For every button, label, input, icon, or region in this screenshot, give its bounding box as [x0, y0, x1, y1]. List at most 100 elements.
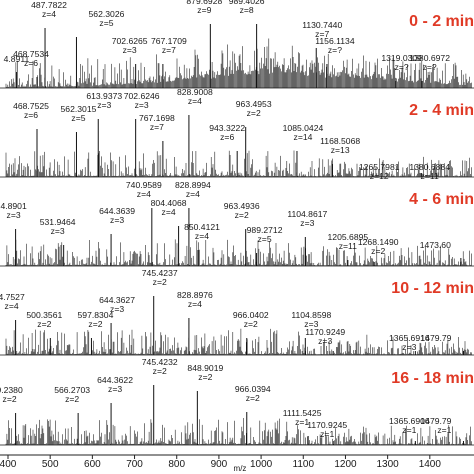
- panel-time-title: 4 - 6 min: [409, 191, 474, 208]
- peak-charge-label: z=1: [402, 425, 416, 435]
- peak-mz-label: 963.4936: [224, 201, 260, 211]
- x-tick-label: 1000: [250, 459, 273, 470]
- spectrum-trace: [5, 418, 472, 445]
- peak-mz-label: 487.7822: [31, 0, 67, 10]
- peak-mz-label: 1365.6916: [389, 333, 430, 343]
- peak-mz-label: 644.3627: [99, 295, 135, 305]
- panel-time-title: 10 - 12 min: [391, 280, 474, 297]
- peak-mz-label: 4.7527: [0, 292, 25, 302]
- peak-charge-label: z=7: [162, 45, 176, 55]
- peak-charge-label: z=4: [42, 9, 56, 19]
- x-tick-label: 400: [0, 459, 17, 470]
- peak-charge-label: z=4: [188, 96, 202, 106]
- x-tick-label: 700: [126, 459, 143, 470]
- peak-charge-label: z=4: [137, 189, 151, 199]
- peak-mz-label: 1473.60: [420, 240, 451, 250]
- peak-charge-label: z=13: [331, 145, 350, 155]
- peak-charge-label: z=3: [110, 215, 124, 225]
- peak-mz-label: 850.4121: [184, 222, 220, 232]
- peak-charge-label: z=5: [258, 234, 272, 244]
- peak-charge-label: z=1: [437, 425, 451, 435]
- x-tick-label: 1200: [334, 459, 357, 470]
- peak-charge-label: z=4: [188, 299, 202, 309]
- peak-charge-label: z=2: [246, 393, 260, 403]
- x-axis-label: m/z: [234, 464, 247, 473]
- peak-charge-label: z=2: [153, 366, 167, 376]
- peak-charge-label: z=?: [395, 62, 409, 72]
- peak-charge-label: z=?: [328, 45, 342, 55]
- peak-charge-label: z=4: [186, 189, 200, 199]
- peak-mz-label: 1380.6884: [409, 162, 450, 172]
- peak-charge-label: z=2: [198, 372, 212, 382]
- peak-charge-label: z=3: [7, 210, 21, 220]
- x-tick-label: 1300: [377, 459, 400, 470]
- peak-mz-label: 613.9373: [86, 91, 122, 101]
- peak-charge-label: z=3: [300, 218, 314, 228]
- x-tick-label: 600: [84, 459, 101, 470]
- peak-charge-label: z=2: [235, 210, 249, 220]
- peak-mz-label: 566.2703: [54, 385, 90, 395]
- peak-charge-label: z=3: [123, 45, 137, 55]
- peak-charge-label: z=3: [135, 100, 149, 110]
- peak-charge-label: z=2: [247, 108, 261, 118]
- peak-charge-label: z=6: [24, 58, 38, 68]
- peak-mz-label: 963.4953: [236, 99, 272, 109]
- spectrum-trace: [5, 150, 472, 177]
- peak-mz-label: 1479.79: [420, 333, 451, 343]
- peak-charge-label: z=3: [318, 336, 332, 346]
- peak-charge-label: z=11: [339, 241, 357, 251]
- peak-charge-label: z=?: [423, 62, 437, 72]
- panel-time-title: 2 - 4 min: [409, 102, 474, 119]
- peak-mz-label: 828.8994: [175, 180, 211, 190]
- peak-charge-label: z=1: [320, 429, 334, 439]
- peak-mz-label: 767.1698: [139, 113, 175, 123]
- x-tick-label: 500: [42, 459, 59, 470]
- peak-mz-label: 828.8976: [177, 290, 213, 300]
- peak-mz-label: 702.6246: [124, 91, 160, 101]
- peak-charge-label: z=7: [150, 122, 164, 132]
- peak-charge-label: z=6: [220, 132, 234, 142]
- peak-charge-label: z=7: [315, 29, 329, 39]
- peak-mz-label: 1205.6895: [328, 232, 369, 242]
- peak-mz-label: 644.3639: [99, 206, 135, 216]
- peak-charge-label: z=8: [240, 5, 254, 15]
- peak-mz-label: 989.4026: [229, 0, 265, 6]
- peak-mz-label: 500.3561: [26, 310, 62, 320]
- peak-charge-label: z=2: [65, 394, 79, 404]
- peak-charge-label: z=4: [5, 301, 19, 311]
- peak-charge-label: z=3: [402, 342, 416, 352]
- peak-charge-label: z=2: [3, 394, 17, 404]
- x-tick-label: 1400: [419, 459, 442, 470]
- peak-mz-label: 1380.6972: [409, 53, 450, 63]
- x-axis-ticks: 400 500 600 700 800 900 1000 1100 1200 1300 1400: [0, 455, 441, 470]
- peak-charge-label: z=2: [37, 319, 51, 329]
- peak-mz-label: 1085.0424: [283, 123, 324, 133]
- peak-charge-label: z=9: [197, 5, 211, 15]
- peak-charge-label: z=14: [294, 132, 313, 142]
- peak-charge-label: z=2: [153, 277, 167, 287]
- peak-charge-label: z=5: [99, 18, 113, 28]
- peak-mz-label: 989.2712: [247, 225, 283, 235]
- peak-mz-label: 1479.79: [420, 416, 451, 426]
- peak-mz-label: 562.3026: [89, 9, 125, 19]
- peak-charge-label: z=3: [51, 226, 65, 236]
- peak-mz-label: 702.6265: [112, 36, 148, 46]
- peak-charge-label: z=3: [97, 100, 111, 110]
- peak-charge-label: z=2: [88, 319, 102, 329]
- peak-mz-label: 879.6928: [186, 0, 222, 6]
- peak-mz-label: 1156.1134: [315, 36, 355, 46]
- spectrum-panel: 468.7525z=6562.3015z=5613.9373z=3702.624…: [0, 87, 474, 181]
- peak-mz-label: 1170.9245: [307, 420, 347, 430]
- peak-charge-label: z=3: [110, 304, 124, 314]
- x-axis: 400 500 600 700 800 900 1000 1100 1200 1300 1400 m…: [0, 454, 474, 473]
- spectrum-panel: 4.8901z=3531.9464z=3644.3639z=3740.9589z…: [0, 180, 474, 267]
- peak-mz-label: 966.0394: [235, 384, 271, 394]
- panel-time-title: 16 - 18 min: [391, 370, 474, 387]
- peak-mz-label: 1170.9249: [305, 327, 345, 337]
- peak-mz-label: 740.9589: [126, 180, 162, 190]
- peak-mz-label: 767.1709: [151, 36, 187, 46]
- peak-mz-label: 597.8304: [78, 310, 114, 320]
- peak-charge-label: z=3: [304, 319, 318, 329]
- peak-mz-label: 562.3015: [61, 104, 97, 114]
